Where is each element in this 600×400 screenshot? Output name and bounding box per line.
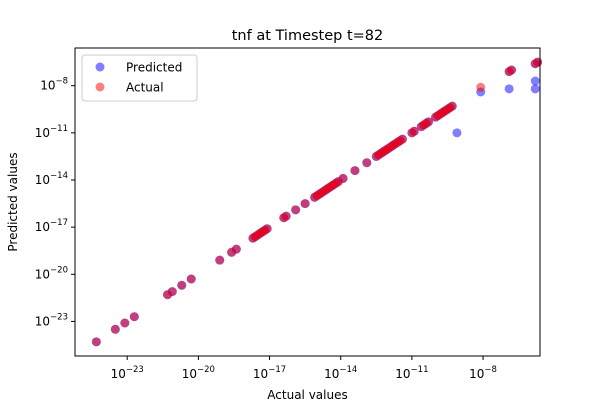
point-actual-7 xyxy=(186,274,196,284)
y-axis-title: Predicted values xyxy=(6,152,20,251)
legend-label-actual: Actual xyxy=(126,81,164,95)
point-actual-1 xyxy=(110,324,120,334)
point-actual-6 xyxy=(177,280,187,290)
x-tick-label-3: 10−14 xyxy=(324,365,357,381)
point-actual-3 xyxy=(129,312,139,322)
legend-label-predicted: Predicted xyxy=(126,61,182,75)
point-actual-62 xyxy=(476,82,486,92)
point-actual-66 xyxy=(533,57,543,67)
x-tick-label-5: 10−8 xyxy=(469,365,497,381)
point-actual-0 xyxy=(91,337,101,347)
y-tick-label-3: 10−14 xyxy=(35,171,68,187)
plot-frame xyxy=(74,47,541,357)
point-actual-53 xyxy=(423,117,433,127)
x-axis-title: Actual values xyxy=(267,388,347,400)
point-actual-21 xyxy=(300,199,310,209)
point-actual-35 xyxy=(362,158,372,168)
point-actual-61 xyxy=(447,101,457,111)
x-tick-label-4: 10−11 xyxy=(395,365,428,381)
y-axis: 10−23 10−20 10−17 10−14 10−11 10−8 xyxy=(35,77,75,328)
x-axis: 10−23 10−20 10−17 10−14 10−11 10−8 xyxy=(111,356,497,381)
x-tick-label-0: 10−23 xyxy=(111,365,144,381)
legend-box xyxy=(81,54,198,102)
point-predicted-62 xyxy=(452,128,462,138)
chart-title: tnf at Timestep t=82 xyxy=(232,28,384,44)
legend-marker-predicted xyxy=(95,62,105,72)
x-tick-label-2: 10−17 xyxy=(253,365,286,381)
point-predicted-64 xyxy=(504,84,514,94)
legend: Predicted Actual xyxy=(81,54,198,102)
legend-marker-actual xyxy=(95,82,105,92)
point-actual-17 xyxy=(262,224,272,234)
y-tick-label-5: 10−8 xyxy=(40,77,68,93)
y-tick-label-4: 10−11 xyxy=(35,124,68,140)
point-actual-2 xyxy=(120,318,130,328)
point-actual-49 xyxy=(409,126,419,136)
series-actual xyxy=(91,57,543,347)
point-actual-5 xyxy=(167,287,177,297)
x-tick-label-1: 10−20 xyxy=(182,365,215,381)
point-predicted-66 xyxy=(530,76,540,86)
y-tick-label-1: 10−20 xyxy=(35,265,68,281)
point-actual-47 xyxy=(397,134,407,144)
point-actual-10 xyxy=(231,244,241,254)
point-actual-64 xyxy=(507,65,517,75)
y-tick-label-2: 10−17 xyxy=(35,218,68,234)
point-actual-8 xyxy=(215,255,225,265)
point-actual-34 xyxy=(350,166,360,176)
point-actual-33 xyxy=(338,173,348,183)
point-predicted-65 xyxy=(530,84,540,94)
point-actual-19 xyxy=(281,211,291,221)
y-tick-label-0: 10−23 xyxy=(35,312,68,328)
points-layer xyxy=(91,57,543,347)
point-actual-20 xyxy=(291,205,301,215)
